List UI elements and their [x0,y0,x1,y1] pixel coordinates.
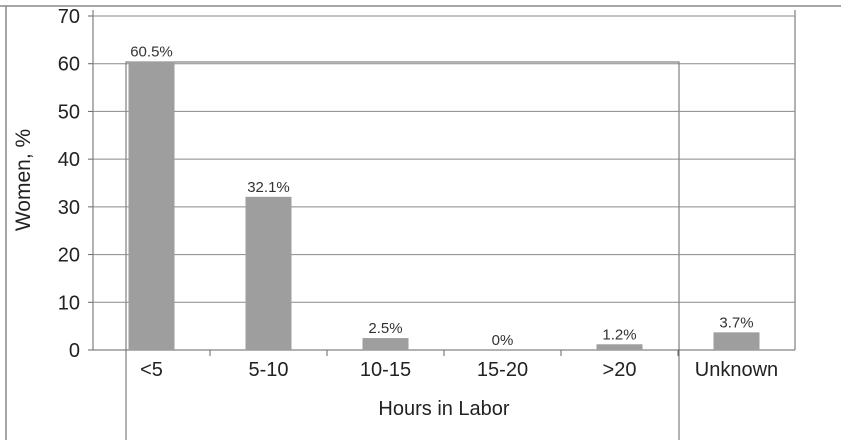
y-tick-label: 50 [58,101,80,123]
y-axis-ticks: 0 10 20 30 40 50 60 70 [58,6,93,362]
grid-lines [93,15,795,351]
x-tick-label: 5-10 [248,359,288,381]
y-tick-label: 60 [58,54,80,76]
x-tick-label: 10-15 [360,359,411,381]
bar [362,338,409,350]
x-tick-label: 15-20 [477,359,528,381]
bar-data-label: 32.1% [247,179,290,196]
x-tick-label: <5 [140,359,163,381]
inset-box [125,61,680,440]
y-axis-label: Women, % [12,129,35,231]
bar [128,61,175,350]
x-tick-label: Unknown [695,359,778,381]
bar [596,344,643,350]
bar-data-label: 3.7% [719,314,753,331]
x-axis-ticks: <5 5-10 10-15 15-20 >20 Unknown [140,350,778,381]
bar [245,196,292,350]
bar-data-label: 0% [492,332,514,349]
y-tick-label: 30 [58,197,80,219]
y-tick-label: 0 [69,340,80,362]
y-tick-label: 70 [58,6,80,28]
bar [713,332,760,350]
x-axis-label: Hours in Labor [378,398,510,420]
y-tick-label: 40 [58,149,80,171]
y-tick-label: 10 [58,292,80,314]
bar-data-label: 2.5% [368,320,402,337]
y-tick-label: 20 [58,245,80,267]
bar-data-label: 60.5% [130,43,173,60]
bar-data-label: 1.2% [602,326,636,343]
bars: 60.5% 32.1% 2.5% 0% 1.2% 3.7% [128,43,760,350]
x-tick-label: >20 [603,359,637,381]
